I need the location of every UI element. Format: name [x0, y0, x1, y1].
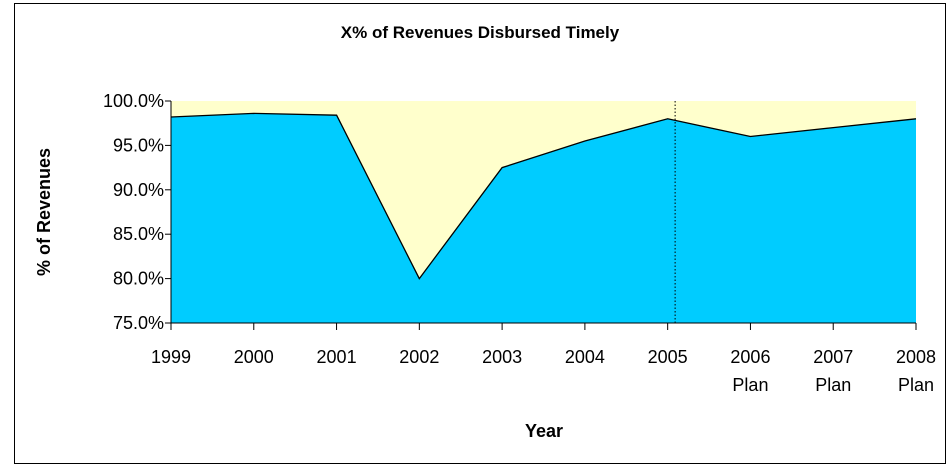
x-tick-label: 2006	[730, 347, 770, 367]
y-tick-label: 90.0%	[113, 180, 164, 200]
x-tick-label: 2001	[317, 347, 357, 367]
x-tick-label: 2008	[896, 347, 936, 367]
x-tick-sublabel: Plan	[732, 375, 768, 395]
y-tick-label: 80.0%	[113, 269, 164, 289]
series-area	[171, 113, 916, 324]
x-tick-sublabel: Plan	[898, 375, 934, 395]
y-tick-label: 95.0%	[113, 135, 164, 155]
x-tick-sublabel: Plan	[815, 375, 851, 395]
plot-area	[170, 101, 917, 324]
x-tick-label: 2004	[565, 347, 605, 367]
x-axis-title: Year	[525, 421, 563, 441]
x-tick-label: 1999	[151, 347, 191, 367]
y-axis-title: % of Revenues	[34, 148, 54, 276]
chart-title: X% of Revenues Disbursed Timely	[341, 23, 620, 42]
x-tick-label: 2000	[234, 347, 274, 367]
x-tick-label: 2002	[399, 347, 439, 367]
y-tick-label: 85.0%	[113, 224, 164, 244]
x-tick-label: 2007	[813, 347, 853, 367]
series-line	[170, 112, 917, 280]
y-tick-label: 75.0%	[113, 313, 164, 333]
y-tick-label: 100.0%	[103, 91, 164, 111]
x-tick-label: 2005	[648, 347, 688, 367]
y-axis: 75.0% 80.0% 85.0% 90.0% 95.0% 100.0%	[103, 91, 172, 333]
x-axis: 1999 2000 2001 2002 2003 2004 2005 2006 Plan 2007…	[151, 322, 936, 395]
x-tick-label: 2003	[482, 347, 522, 367]
